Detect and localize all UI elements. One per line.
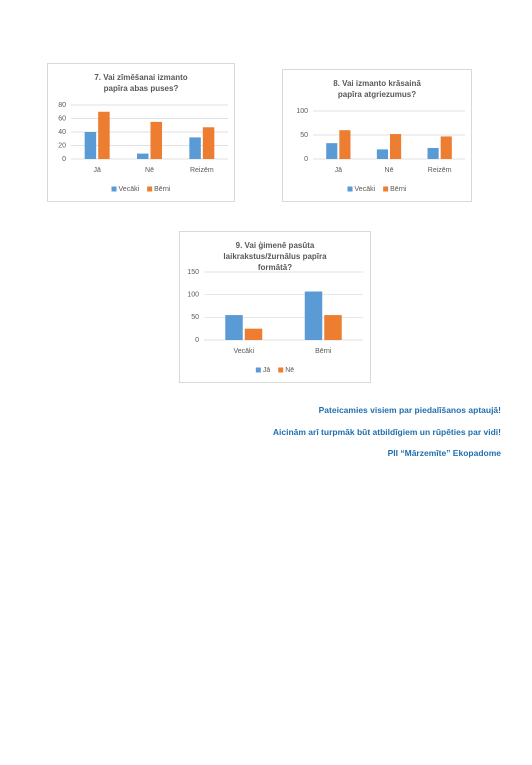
y-tick-label: 0 <box>195 337 199 344</box>
y-tick-label: 0 <box>62 156 66 163</box>
x-tick-label: Nē <box>385 167 394 174</box>
bar <box>427 147 439 159</box>
y-tick-label: 100 <box>296 108 308 115</box>
chart-plot: 0 50 100 Jā Nē Reizēm Vecāki Bērni <box>296 108 465 193</box>
y-tick-label: 50 <box>191 314 199 321</box>
chart: 0 50 100 150 Vecāki Bērni Jā Nē 9. Vai ģimenē pa… <box>179 231 371 383</box>
legend-label: Nē <box>285 367 294 374</box>
y-tick-label: 20 <box>58 142 66 149</box>
x-tick-label: Jā <box>93 167 101 174</box>
closing-line: PII “Mārzemīte” Ekopadome <box>387 448 501 458</box>
y-tick-label: 0 <box>304 156 308 163</box>
x-tick-label: Reizēm <box>428 167 452 174</box>
y-tick-label: 50 <box>300 132 308 139</box>
legend-swatch <box>383 186 389 192</box>
bar <box>376 149 388 159</box>
bar <box>189 137 201 159</box>
bar <box>326 143 338 159</box>
y-tick-label: 60 <box>58 115 66 122</box>
bar <box>98 111 110 159</box>
bar <box>440 136 452 159</box>
y-tick-label: 80 <box>58 102 66 109</box>
y-tick-label: 150 <box>187 269 199 276</box>
legend-label: Bērni <box>390 186 407 193</box>
legend-label: Vecāki <box>119 186 140 193</box>
closing-line: Aicinām arī turpmāk būt atbildīgiem un r… <box>272 427 501 437</box>
bar <box>324 315 342 340</box>
legend-label: Jā <box>263 367 271 374</box>
chart: 0 50 100 Jā Nē Reizēm Vecāki Bērni 8. Vai izmant… <box>282 69 472 202</box>
x-tick-label: Nē <box>145 167 154 174</box>
x-tick-label: Jā <box>335 167 343 174</box>
legend-swatch <box>147 186 153 192</box>
legend-label: Bērni <box>154 186 171 193</box>
bar <box>304 291 323 340</box>
legend-swatch <box>111 186 117 192</box>
x-tick-label: Reizēm <box>190 167 214 174</box>
chart-plot: 0 20 40 60 80 Jā Nē Reizēm Vecāki Bērni <box>58 102 228 193</box>
bar <box>225 315 243 340</box>
closing-line: Pateicamies visiem par piedalīšanos apta… <box>318 405 501 415</box>
x-tick-label: Bērni <box>315 348 332 355</box>
legend-swatch <box>278 367 284 373</box>
chart-plot: 0 50 100 150 Vecāki Bērni Jā Nē <box>187 269 363 374</box>
bar <box>244 328 263 340</box>
legend-swatch <box>255 367 261 373</box>
legend-swatch <box>347 186 353 192</box>
bar <box>202 127 215 159</box>
y-tick-label: 100 <box>187 292 199 299</box>
bar <box>339 130 351 159</box>
chart-title: 8. Vai izmanto krāsainā papīra atgriezum… <box>333 79 421 99</box>
chart-title: 7. Vai zīmēšanai izmanto papīra abas pus… <box>94 73 188 93</box>
x-tick-label: Vecāki <box>233 348 254 355</box>
y-tick-label: 40 <box>58 129 66 136</box>
bar <box>136 153 149 159</box>
legend-label: Vecāki <box>355 186 376 193</box>
bar <box>150 121 163 159</box>
chart: 0 20 40 60 80 Jā Nē Reizēm Vecāki Bērni 7. Vai zīm… <box>47 63 235 202</box>
bar <box>390 134 402 159</box>
bar <box>84 132 97 159</box>
chart-title: 9. Vai ģimenē pasūta laikrakstus/žurnālu… <box>223 241 327 272</box>
